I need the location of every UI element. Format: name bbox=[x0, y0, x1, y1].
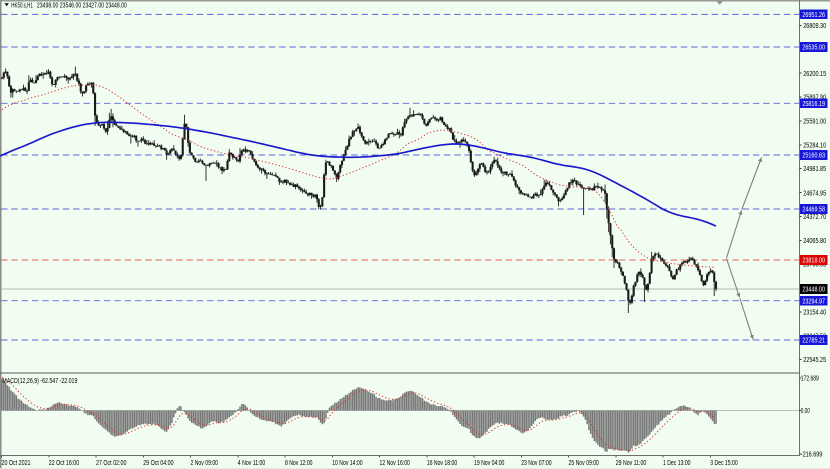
svg-text:29 Oct 04:00: 29 Oct 04:00 bbox=[143, 460, 173, 467]
svg-text:26809.30: 26809.30 bbox=[803, 23, 826, 30]
svg-text:8 Nov 12:00: 8 Nov 12:00 bbox=[285, 460, 313, 467]
svg-text:22785.21: 22785.21 bbox=[802, 338, 825, 345]
svg-text:23763.55: 23763.55 bbox=[803, 262, 826, 269]
svg-text:19 Nov 04:00: 19 Nov 04:00 bbox=[474, 460, 504, 467]
svg-text:23154.40: 23154.40 bbox=[803, 309, 826, 316]
svg-text:25284.10: 25284.10 bbox=[803, 143, 826, 150]
svg-text:24372.70: 24372.70 bbox=[803, 214, 826, 221]
svg-text:25591.00: 25591.00 bbox=[803, 119, 826, 126]
svg-text:0.00: 0.00 bbox=[801, 408, 810, 415]
svg-text:27 Oct 02:00: 27 Oct 02:00 bbox=[96, 460, 126, 467]
svg-text:25816.19: 25816.19 bbox=[802, 101, 825, 108]
svg-text:MACD(12,26,9) -62.547 -22.019: MACD(12,26,9) -62.547 -22.019 bbox=[2, 378, 77, 385]
svg-text:24065.80: 24065.80 bbox=[803, 238, 826, 245]
svg-text:23498.00 23546.00 23427.00 234: 23498.00 23546.00 23427.00 23448.00 bbox=[37, 2, 127, 9]
svg-text:22 Oct 16:00: 22 Oct 16:00 bbox=[49, 460, 79, 467]
svg-text:25160.63: 25160.63 bbox=[802, 153, 825, 160]
svg-text:HK50.s,H1: HK50.s,H1 bbox=[11, 2, 33, 9]
svg-text:23818.00: 23818.00 bbox=[802, 258, 825, 265]
svg-text:24469.58: 24469.58 bbox=[802, 207, 825, 214]
svg-text:172.689: 172.689 bbox=[801, 376, 819, 383]
svg-text:3 Dec 15:00: 3 Dec 15:00 bbox=[710, 460, 738, 467]
svg-text:26951.26: 26951.26 bbox=[802, 12, 825, 19]
svg-text:23448.00: 23448.00 bbox=[802, 287, 825, 294]
svg-text:16 Nov 18:00: 16 Nov 18:00 bbox=[427, 460, 457, 467]
svg-text:1 Dec 13:00: 1 Dec 13:00 bbox=[663, 460, 691, 467]
svg-text:24674.95: 24674.95 bbox=[803, 190, 826, 197]
svg-text:23294.97: 23294.97 bbox=[802, 298, 825, 305]
svg-text:25897.90: 25897.90 bbox=[803, 95, 826, 102]
svg-text:-216.699: -216.699 bbox=[801, 452, 823, 459]
svg-text:24981.85: 24981.85 bbox=[803, 166, 826, 173]
svg-text:10 Nov 14:00: 10 Nov 14:00 bbox=[332, 460, 362, 467]
svg-text:25 Nov 09:00: 25 Nov 09:00 bbox=[569, 460, 599, 467]
svg-text:4 Nov 11:00: 4 Nov 11:00 bbox=[238, 460, 266, 467]
svg-text:22545.25: 22545.25 bbox=[803, 357, 826, 364]
svg-text:12 Nov 16:00: 12 Nov 16:00 bbox=[380, 460, 410, 467]
svg-text:26200.15: 26200.15 bbox=[803, 71, 826, 78]
svg-text:20 Oct 2021: 20 Oct 2021 bbox=[2, 460, 31, 467]
svg-text:29 Nov 11:00: 29 Nov 11:00 bbox=[616, 460, 646, 467]
svg-text:23 Nov 07:00: 23 Nov 07:00 bbox=[521, 460, 551, 467]
svg-text:26535.00: 26535.00 bbox=[802, 45, 825, 52]
svg-text:2 Nov 09:00: 2 Nov 09:00 bbox=[191, 460, 219, 467]
